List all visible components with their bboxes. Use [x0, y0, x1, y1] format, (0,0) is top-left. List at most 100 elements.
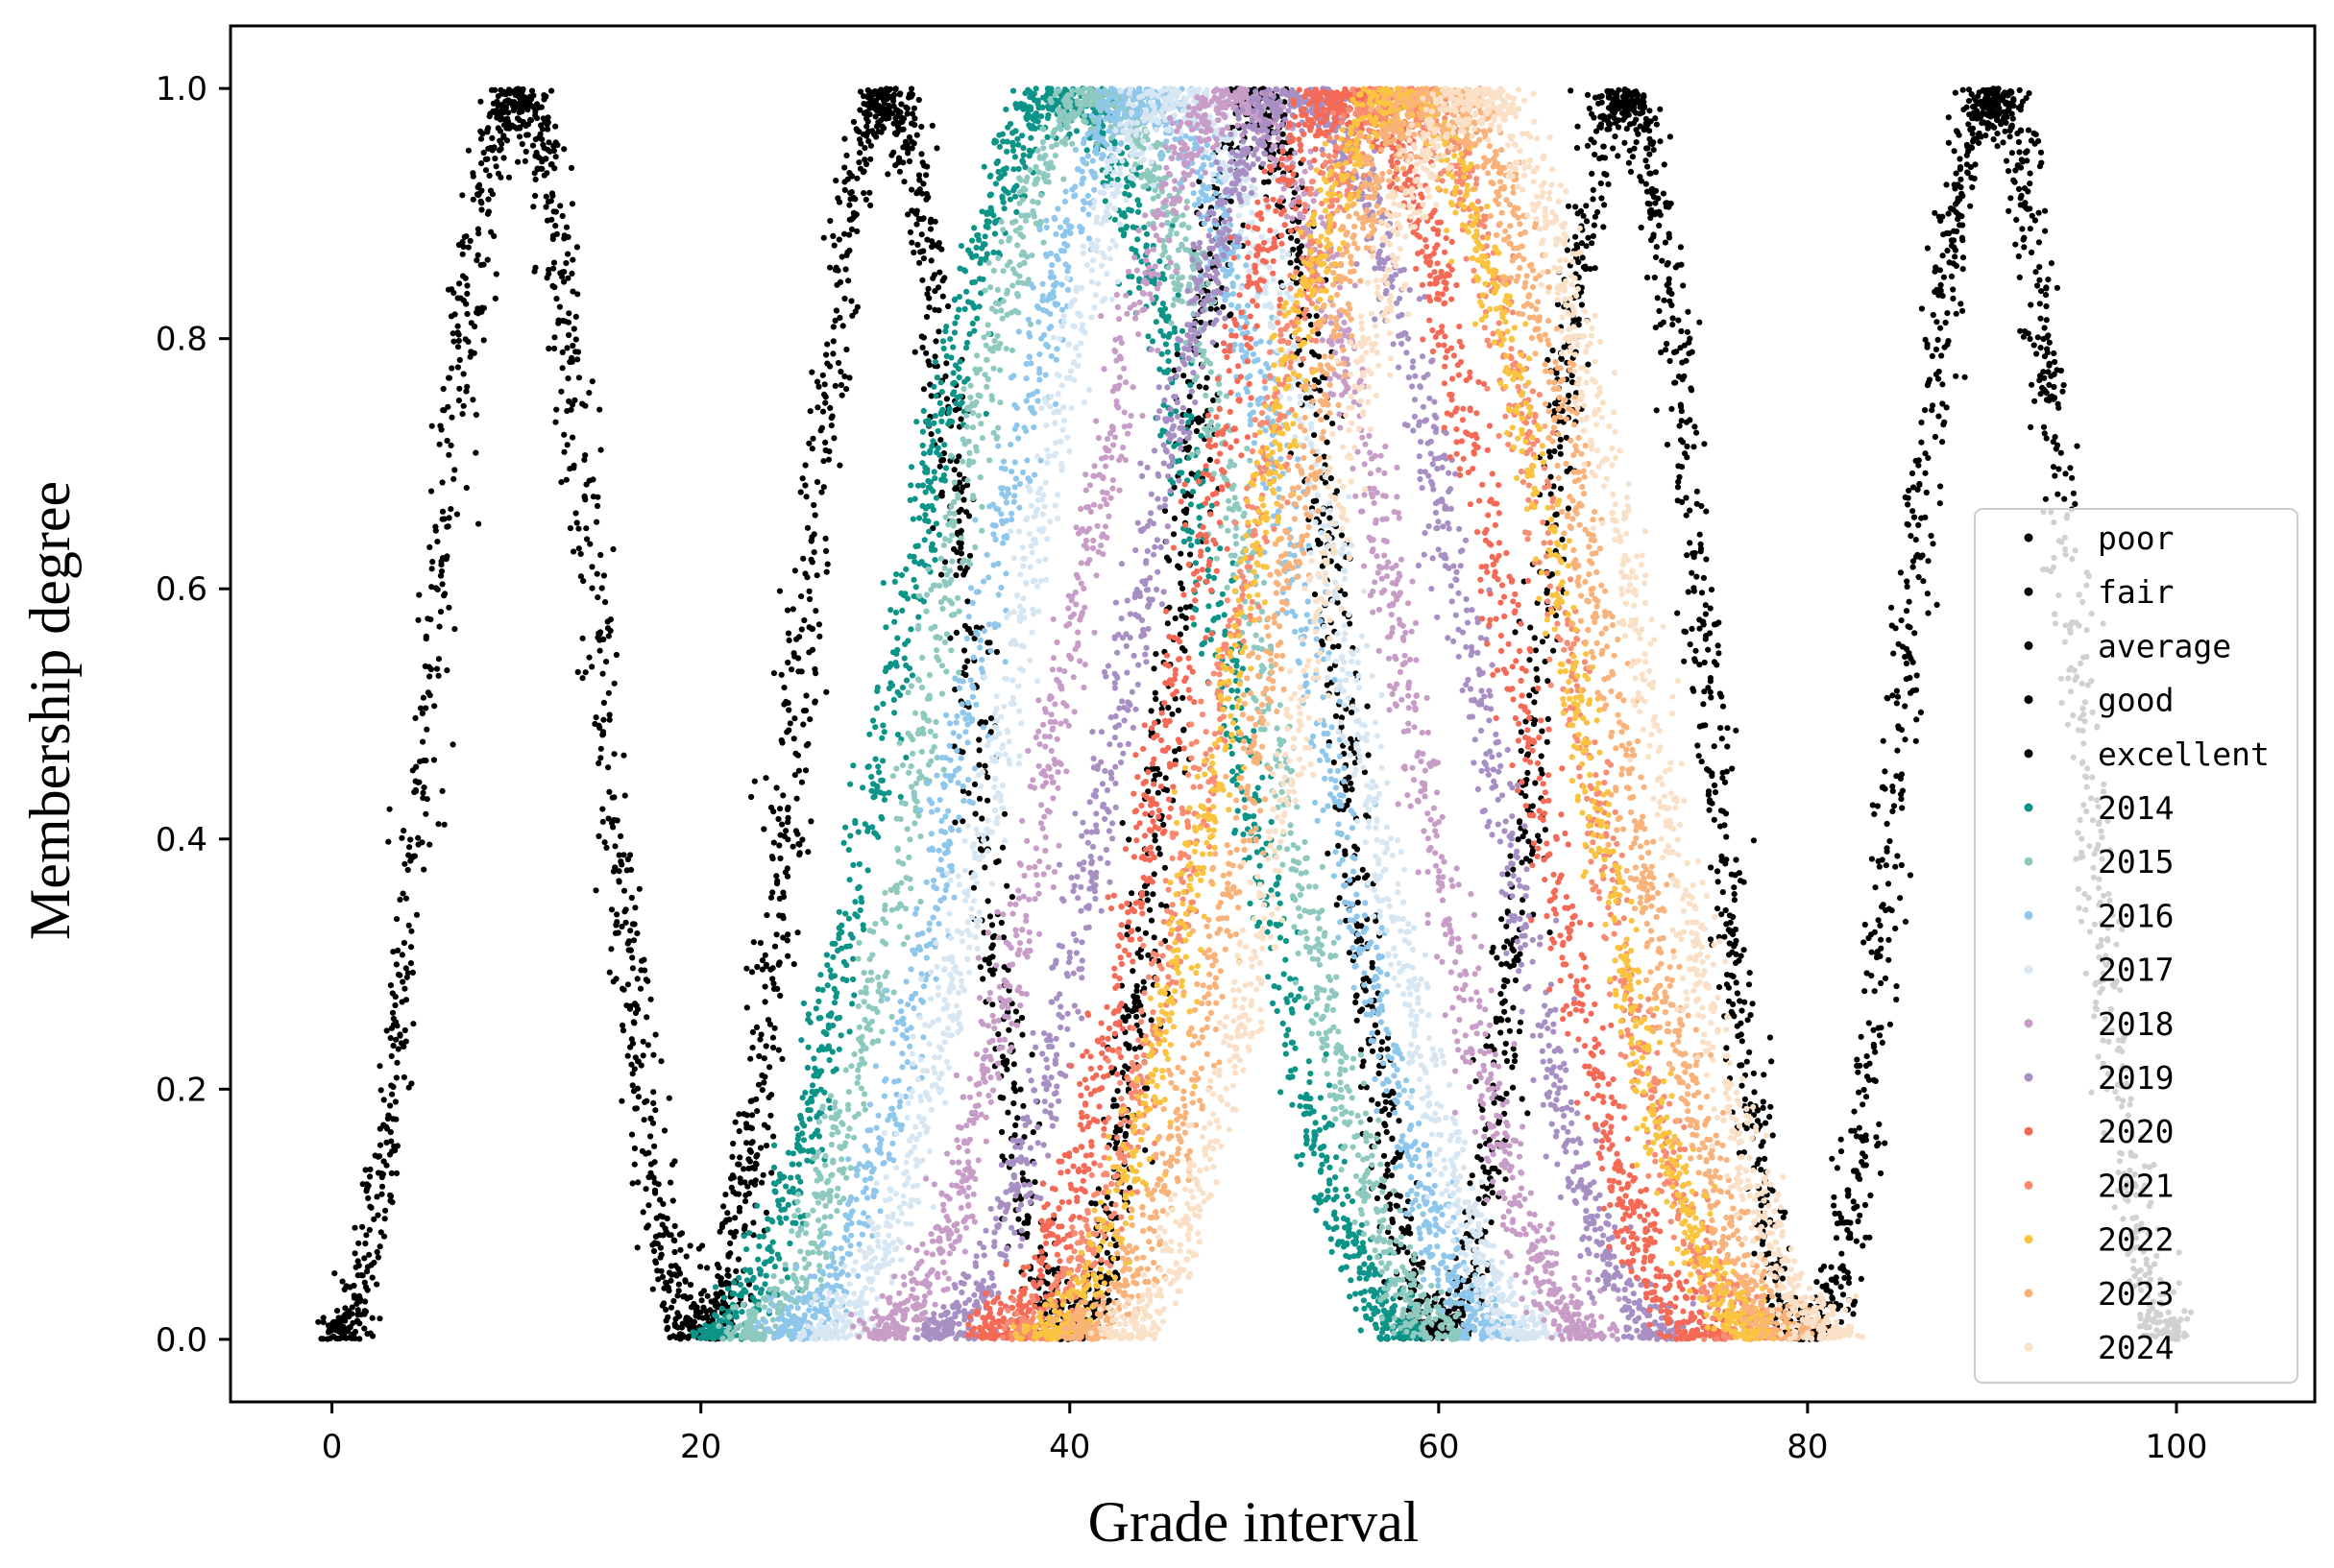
data-point — [1122, 1132, 1129, 1140]
data-point — [977, 964, 984, 971]
data-point — [889, 95, 896, 102]
data-point — [1696, 319, 1703, 326]
data-point — [1872, 884, 1879, 891]
data-point — [1527, 624, 1534, 631]
data-point — [936, 269, 943, 276]
data-point — [1886, 837, 1893, 845]
data-point — [1715, 984, 1723, 991]
data-point — [388, 1052, 395, 1059]
data-point — [334, 1308, 341, 1315]
data-point — [444, 523, 450, 530]
data-point — [839, 323, 846, 329]
data-point — [523, 148, 529, 155]
data-point — [1378, 1039, 1386, 1046]
data-point — [1504, 938, 1511, 945]
data-point — [1210, 397, 1217, 403]
data-point — [976, 736, 983, 743]
data-point — [2051, 350, 2057, 357]
data-point — [643, 1186, 649, 1193]
data-point — [567, 525, 574, 532]
data-point — [1660, 190, 1666, 197]
data-point — [493, 271, 499, 277]
data-point — [675, 1288, 682, 1294]
data-point — [823, 351, 830, 358]
data-point — [1011, 1132, 1018, 1139]
data-point — [627, 1044, 634, 1050]
data-point — [1615, 153, 1621, 159]
data-point — [809, 446, 815, 452]
data-point — [697, 1264, 704, 1270]
data-point — [931, 272, 938, 278]
data-point — [378, 1183, 386, 1190]
data-point — [1690, 444, 1697, 450]
data-point — [1937, 325, 1944, 331]
data-point — [770, 1133, 777, 1140]
data-point — [581, 494, 588, 501]
data-point — [785, 931, 791, 938]
data-point — [1153, 695, 1159, 703]
data-point — [478, 187, 485, 194]
data-point — [759, 1179, 766, 1186]
data-point — [845, 277, 852, 284]
data-point — [1678, 464, 1686, 470]
data-point — [791, 567, 798, 574]
data-point — [1320, 641, 1326, 648]
data-point — [534, 115, 541, 122]
data-point — [1019, 1031, 1026, 1038]
data-point — [480, 149, 487, 157]
data-point — [1820, 1263, 1828, 1269]
data-point — [1329, 643, 1337, 650]
data-point — [1935, 413, 1942, 420]
data-point — [1384, 1194, 1391, 1200]
data-point — [2069, 474, 2076, 481]
data-point — [993, 648, 1000, 656]
data-point — [964, 658, 971, 664]
data-point — [1389, 1136, 1396, 1143]
data-point — [470, 397, 476, 403]
data-point — [354, 1307, 361, 1314]
data-point — [1890, 803, 1898, 809]
data-point — [958, 416, 964, 422]
data-point — [1404, 1249, 1411, 1256]
data-point — [999, 1128, 1006, 1136]
data-point — [668, 1263, 675, 1269]
data-point — [631, 1001, 639, 1007]
data-point — [390, 949, 397, 955]
data-point — [1516, 1028, 1523, 1035]
data-point — [515, 158, 522, 165]
data-point — [1119, 1070, 1126, 1076]
data-point — [522, 157, 529, 164]
data-point — [361, 1255, 368, 1262]
data-point — [756, 1052, 763, 1060]
data-point — [1654, 295, 1661, 302]
data-point — [405, 922, 412, 929]
data-point — [1750, 837, 1757, 844]
data-point — [444, 667, 450, 674]
data-point — [1706, 807, 1713, 813]
data-point — [1642, 157, 1649, 164]
data-point — [564, 442, 571, 448]
data-point — [380, 1097, 387, 1103]
data-point — [1702, 611, 1709, 617]
data-point — [906, 157, 913, 165]
data-point — [1336, 895, 1343, 902]
data-point — [880, 112, 887, 119]
data-point — [802, 767, 810, 774]
data-point — [1953, 373, 1959, 379]
data-point — [401, 828, 407, 834]
data-point — [454, 323, 461, 329]
data-point — [780, 792, 787, 799]
data-point — [377, 1229, 384, 1236]
data-point — [1669, 315, 1676, 322]
data-point — [369, 1315, 376, 1321]
data-point — [616, 852, 622, 858]
data-point — [461, 233, 468, 240]
data-point — [1482, 1126, 1489, 1133]
data-point — [960, 496, 967, 503]
data-point — [1749, 1001, 1756, 1007]
data-point — [1504, 1017, 1512, 1024]
data-point — [1678, 261, 1685, 268]
data-point — [1123, 1041, 1130, 1048]
data-point — [336, 1325, 343, 1332]
data-point — [598, 585, 605, 591]
